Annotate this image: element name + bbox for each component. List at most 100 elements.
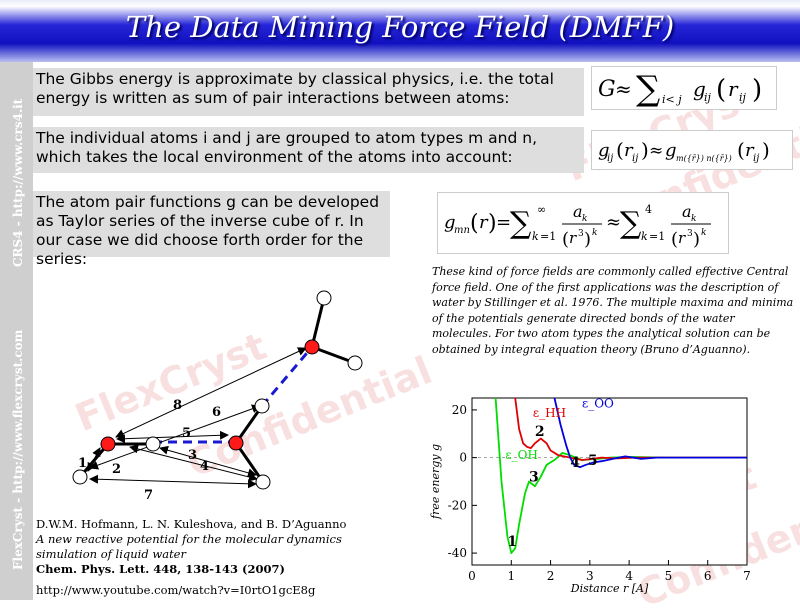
svg-text:k: k [701, 228, 706, 238]
x-tick-label: 5 [665, 569, 673, 583]
hydrogen-bond [260, 346, 314, 407]
x-axis-label: Distance r [A] [570, 582, 649, 595]
y-axis-label: free energy g [429, 444, 442, 520]
oxygen-atom [228, 435, 244, 451]
water-molecule-diagram: 1 2 3 4 5 6 7 8 [72, 290, 363, 503]
svg-text:r: r [728, 77, 739, 101]
svg-text:k: k [691, 214, 696, 224]
svg-text:): ) [762, 138, 770, 162]
video-link[interactable]: http://www.youtube.com/watch?v=I0rtO1gcE… [36, 583, 316, 597]
svg-text:mn: mn [454, 225, 470, 236]
x-tick-label: 3 [586, 569, 594, 583]
svg-text:r: r [569, 229, 577, 247]
sidebar-upper-link[interactable]: CRS4 - http://www.crs4.it [11, 98, 25, 267]
pair-label: 6 [212, 405, 221, 420]
svg-text:(: ( [671, 229, 678, 250]
formula-taylor: g mn ( r ) = ∑ ∞ k =1 a k ( r 3 ) k ≈ ∑ … [437, 192, 729, 254]
series-label-oh: ε_OH [505, 448, 538, 462]
bond [311, 345, 356, 365]
pair-label: 2 [112, 462, 121, 477]
svg-text:ij: ij [632, 153, 638, 164]
svg-text:): ) [488, 211, 497, 236]
svg-text:i< j: i< j [662, 93, 682, 106]
series-label-oo: ε_OO [582, 397, 614, 411]
extremum-label: 4 [570, 455, 580, 471]
x-tick-label: 6 [704, 569, 712, 583]
sidebar: CRS4 - http://www.crs4.it FlexCryst - ht… [0, 62, 33, 600]
svg-text:ij: ij [753, 153, 759, 164]
svg-text:k: k [532, 230, 539, 243]
svg-text:G: G [598, 77, 616, 102]
svg-text:r: r [678, 229, 686, 247]
svg-text:r: r [479, 212, 489, 233]
extremum-label: 1 [507, 534, 517, 550]
pair-label: 7 [144, 488, 153, 503]
citation-journal: Chem. Phys. Lett. 448, 138-143 (2007) [36, 562, 285, 576]
svg-text:r: r [624, 140, 634, 161]
pair-arrow [129, 444, 258, 482]
pair-arrow [87, 447, 101, 472]
pair-arrow [115, 347, 307, 438]
svg-text:g: g [665, 140, 677, 161]
svg-text:): ) [641, 138, 649, 162]
text-block-taylor: The atom pair functions g can be develop… [33, 191, 390, 268]
svg-text:(: ( [616, 138, 624, 162]
svg-text:(: ( [737, 138, 745, 162]
x-tick-label: 1 [507, 569, 515, 583]
svg-text:(: ( [716, 75, 726, 105]
title-banner [0, 0, 800, 62]
svg-text:4: 4 [645, 203, 652, 216]
hydrogen-atom [145, 436, 161, 452]
svg-text:=1: =1 [540, 230, 556, 243]
bond [310, 297, 326, 348]
explanatory-note: These kind of force fields are commonly … [432, 265, 794, 356]
series-label-hh: ε_HH [533, 406, 566, 420]
svg-text:≈: ≈ [649, 141, 663, 161]
pair-label: 4 [200, 459, 209, 474]
svg-text:(: ( [562, 229, 569, 250]
formula-atom-types: g ij ( r ij ) ≈ g m({r̄}) n({r̄}) ( r ij… [591, 130, 793, 170]
svg-text:=1: =1 [649, 230, 665, 243]
hydrogen-atom [316, 290, 332, 306]
extremum-label: 5 [588, 453, 598, 469]
svg-text:k: k [641, 230, 648, 243]
y-tick-label: -40 [448, 546, 467, 560]
text-block-atom-types: The individual atoms i and j are grouped… [33, 127, 584, 173]
sidebar-text: CRS4 - http://www.crs4.it FlexCryst - ht… [11, 98, 25, 570]
svg-text:g: g [444, 212, 456, 233]
svg-text:≈: ≈ [606, 212, 621, 233]
pair-label: 1 [78, 456, 87, 471]
text-block-gibbs: The Gibbs energy is approximate by class… [33, 68, 584, 116]
pair-arrow [89, 474, 257, 489]
svg-text:a: a [573, 202, 583, 221]
svg-text:k: k [582, 214, 587, 224]
extremum-label: 3 [529, 470, 539, 486]
svg-text:∑: ∑ [636, 69, 660, 109]
sidebar-lower-link[interactable]: FlexCryst - http://www.flexcryst.com [11, 329, 25, 570]
hydrogen-atom [255, 474, 271, 490]
page-title: The Data Mining Force Field (DMFF) [125, 10, 675, 44]
svg-text:ij: ij [607, 153, 613, 164]
x-tick-label: 2 [547, 569, 555, 583]
svg-text:r: r [745, 140, 755, 161]
pair-label: 5 [182, 426, 191, 441]
x-tick-label: 4 [625, 569, 633, 583]
svg-text:g: g [598, 140, 610, 161]
svg-text:∞: ∞ [537, 203, 546, 216]
svg-text:≈: ≈ [615, 77, 632, 101]
svg-text:m({r̄}) n({r̄}): m({r̄}) n({r̄}) [676, 154, 732, 163]
formula-gibbs-sum: G ≈ ∑ i< j g ij ( r ij ) [591, 66, 777, 110]
pair-label: 3 [188, 448, 197, 463]
pair-label: 8 [173, 398, 182, 413]
hydrogen-atom [347, 355, 363, 371]
citation-title: A new reactive potential for the molecul… [36, 532, 342, 561]
hydrogen-atom [72, 469, 88, 485]
svg-text:ij: ij [739, 91, 747, 104]
oxygen-atom [100, 436, 116, 452]
extremum-label: 2 [535, 424, 545, 440]
x-tick-label: 0 [468, 569, 476, 583]
y-tick-label: 20 [452, 403, 467, 417]
svg-text:): ) [693, 229, 700, 250]
svg-text:=: = [496, 212, 511, 233]
svg-text:k: k [592, 228, 597, 238]
